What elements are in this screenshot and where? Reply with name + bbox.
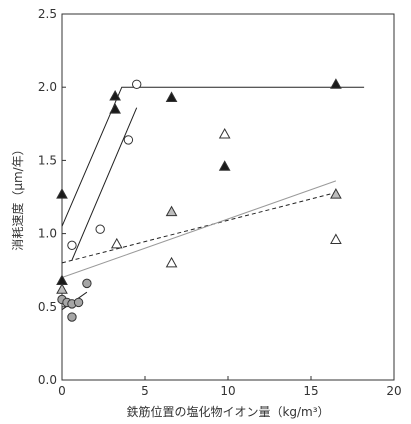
y-tick-label-2: 1.0 [38,227,57,241]
x-tick-label-3: 15 [303,384,318,398]
point-triangle-s3-3 [330,233,342,244]
point-circle-s1-3 [123,135,134,145]
fit-line-3 [61,180,337,278]
fit-lines [61,86,365,311]
y-tick-label-4: 2.0 [38,80,57,94]
point-circle-s1-0 [67,240,77,251]
point-triangle-s0-3 [109,103,121,114]
point-triangle-s2-0 [56,283,68,294]
fit-line-1 [71,107,138,261]
point-triangle-s3-0 [110,237,123,249]
fit-line-0 [61,86,365,227]
point-triangle-s0-6 [330,78,342,89]
y-tick-label-0: 0.0 [38,373,57,387]
y-tick-label-5: 2.5 [38,7,57,21]
point-circle-s4-4 [73,297,84,308]
x-tick-label-2: 10 [220,384,235,398]
point-triangle-s3-2 [218,128,231,139]
point-triangle-s0-4 [165,91,178,102]
point-circle-s1-1 [95,224,105,234]
point-triangle-s0-2 [109,89,121,101]
y-tick-label-1: 0.5 [38,300,57,314]
point-triangle-s2-1 [165,205,178,217]
x-tick-label-1: 5 [141,384,149,398]
x-tick-label-0: 0 [58,384,66,398]
x-axis-label: 鉄筋位置の塩化物イオン量（kg/m³） [126,404,329,419]
point-triangle-s2-2 [330,188,342,199]
plot-frame [61,13,395,381]
point-circle-s4-3 [67,312,77,322]
point-triangle-s3-1 [165,256,178,268]
y-axis-ticks: 0.0 0.5 1.0 1.5 2.0 2.5 [38,7,66,387]
point-circle-s4-5 [82,278,92,289]
fit-line-2 [61,192,337,264]
point-circle-s1-2 [132,79,142,89]
y-axis-label: 消耗速度（μm/年） [10,143,25,250]
x-tick-label-4: 20 [386,384,401,398]
point-triangle-s0-1 [56,274,68,285]
x-axis-ticks: 0 5 10 15 20 [58,376,402,398]
y-tick-label-3: 1.5 [38,153,57,167]
point-triangle-s0-0 [56,188,68,199]
data-points [56,78,342,322]
point-triangle-s0-5 [218,160,231,171]
